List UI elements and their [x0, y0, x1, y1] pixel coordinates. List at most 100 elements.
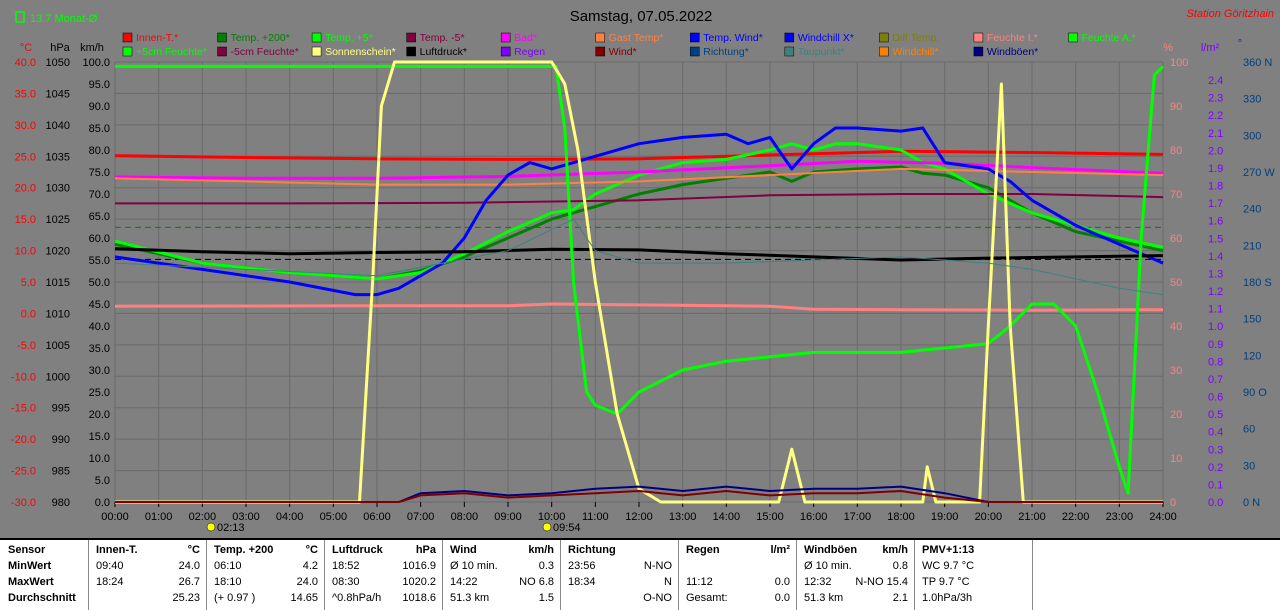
rain-tick: 1.4 — [1208, 251, 1223, 263]
time-tick: 20:00 — [975, 511, 1003, 523]
kmh-tick: 70.0 — [89, 189, 110, 201]
stats-value: 0.0 — [774, 592, 790, 604]
period-label: 13.7 Monat-Ø — [30, 13, 98, 25]
series-line — [115, 485, 1163, 503]
stats-value-row: TP 9.7 °C — [914, 574, 1032, 590]
legend: Innen-T.* Temp. +200* Temp. +5* Temp. -5* Ba… — [122, 32, 1136, 58]
legend-swatch — [973, 32, 984, 43]
stats-value: 0.8 — [892, 560, 908, 572]
direction-tick: 300 — [1243, 130, 1261, 142]
stats-unit: km/h — [882, 544, 908, 556]
unit-hpa: hPa — [50, 42, 70, 54]
rain-tick: 2.1 — [1208, 128, 1223, 140]
sunrise-time: 02:13 — [217, 522, 245, 534]
stats-value: N-NO — [643, 560, 672, 572]
stats-value-row: 18:10 24.0 — [206, 574, 324, 590]
hpa-tick: 1015 — [46, 277, 70, 289]
stats-value: 1018.6 — [402, 592, 436, 604]
legend-swatch — [879, 46, 889, 57]
pct-tick: 80 — [1170, 145, 1182, 157]
sunset-marker: 09:54 — [542, 522, 581, 534]
stats-time: 18:24 — [96, 576, 124, 588]
sunrise-marker: 02:13 — [206, 522, 245, 534]
stats-value-row: 06:10 4.2 — [206, 558, 324, 574]
kmh-tick: 95.0 — [89, 79, 110, 91]
rain-tick: 1.6 — [1208, 216, 1223, 228]
stats-unit: km/h — [528, 544, 554, 556]
kmh-tick: 30.0 — [89, 365, 110, 377]
series-line — [114, 159, 1164, 180]
legend-label: Temp. -5* — [420, 32, 465, 44]
rain-tick: 1.7 — [1208, 198, 1223, 210]
stats-time: 18:34 — [568, 576, 596, 588]
pct-tick: 10 — [1170, 453, 1182, 465]
rain-tick: 2.0 — [1208, 145, 1223, 157]
stats-value-row — [678, 558, 796, 574]
stats-value-row: (+ 0.97 ) 14.65 — [206, 590, 324, 606]
rain-tick: 1.0 — [1208, 321, 1223, 333]
rain-tick: 2.2 — [1208, 110, 1223, 122]
temp-tick: -30.0 — [11, 497, 36, 509]
rain-tick: 0.5 — [1208, 409, 1223, 421]
pct-tick: 30 — [1170, 365, 1182, 377]
temp-tick: 40.0 — [15, 57, 36, 69]
time-tick: 01:00 — [145, 511, 173, 523]
time-tick: 15:00 — [756, 511, 784, 523]
series-line — [114, 142, 1164, 281]
hpa-tick: 1020 — [46, 246, 70, 258]
legend-swatch — [122, 46, 133, 57]
time-tick: 02:00 — [189, 511, 217, 523]
label-min: MinWert — [8, 560, 52, 572]
pct-tick: 50 — [1170, 277, 1182, 289]
pct-tick: 70 — [1170, 189, 1182, 201]
temp-tick: 0.0 — [21, 308, 36, 320]
hpa-tick: 995 — [52, 403, 70, 415]
stats-time: 51.3 km — [450, 592, 490, 604]
hpa-tick: 1050 — [46, 57, 70, 69]
stats-column: PMV+1:13 WC 9.7 °C TP 9.7 °C 1.0hPa/3h — [914, 540, 1033, 610]
stats-title: Temp. +200 — [214, 544, 274, 556]
legend-swatch — [217, 46, 227, 57]
temp-tick: 5.0 — [21, 277, 36, 289]
stats-time: (+ 0.97 ) — [214, 592, 256, 604]
stats-time: 18:10 — [214, 576, 242, 588]
kmh-tick: 60.0 — [89, 233, 110, 245]
temp-tick: 20.0 — [15, 183, 36, 195]
stats-time: 12:32 — [804, 576, 832, 588]
kmh-tick: 25.0 — [89, 387, 110, 399]
legend-swatch — [311, 32, 322, 43]
pct-tick: 0 — [1170, 497, 1176, 509]
rain-tick: 2.3 — [1208, 93, 1223, 105]
time-tick: 00:00 — [101, 511, 129, 523]
pct-tick: 60 — [1170, 233, 1182, 245]
kmh-tick: 40.0 — [89, 321, 110, 333]
stats-title: Regen — [686, 544, 720, 556]
stats-time: Ø 10 min. — [450, 560, 498, 572]
legend-swatch — [784, 46, 795, 57]
temp-tick: -25.0 — [11, 466, 36, 478]
series-line — [115, 490, 1163, 503]
legend-label: Regen — [514, 46, 545, 58]
rain-tick: 0.7 — [1208, 374, 1223, 386]
chart-title: Samstag, 07.05.2022 — [570, 8, 713, 25]
kmh-tick: 55.0 — [89, 255, 110, 267]
stats-column: Wind km/h Ø 10 min. 0.3 14:22 NO 6.8 51.3 km 1.… — [442, 540, 561, 610]
legend-swatch — [690, 32, 700, 43]
hpa-tick: 980 — [52, 497, 70, 509]
stats-header: Temp. +200 °C — [206, 542, 324, 558]
hpa-tick: 1035 — [46, 151, 70, 163]
stats-value: 0.3 — [538, 560, 554, 572]
legend-label: Gast Temp* — [609, 32, 664, 44]
unit-temp: °C — [20, 42, 32, 54]
time-tick: 14:00 — [713, 511, 741, 523]
time-tick: 18:00 — [887, 511, 915, 523]
rain-tick: 2.4 — [1208, 75, 1223, 87]
stats-time: Gesamt: — [686, 592, 728, 604]
legend-swatch — [500, 32, 511, 43]
pct-tick: 20 — [1170, 409, 1182, 421]
stats-column: Regen l/m² 11:12 0.0 Gesamt: 0.0 — [678, 540, 797, 610]
stats-value-row: 1.0hPa/3h — [914, 590, 1032, 606]
hpa-tick: 1000 — [46, 371, 70, 383]
rain-tick: 0.3 — [1208, 444, 1223, 456]
